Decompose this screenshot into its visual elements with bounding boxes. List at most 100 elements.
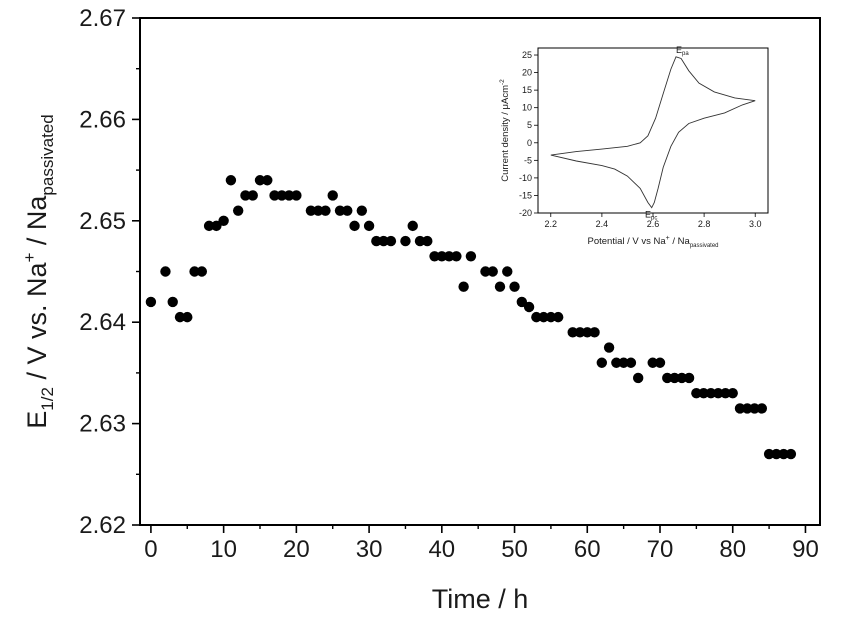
- main-y-tick-label: 2.63: [79, 411, 126, 438]
- data-point: [327, 190, 338, 201]
- main-x-tick-label: 10: [210, 536, 237, 563]
- main-x-tick-label: 80: [719, 536, 746, 563]
- inset-y-tick-label: 15: [522, 85, 532, 95]
- main-y-tick-label: 2.67: [79, 5, 126, 32]
- inset-y-tick-label: -20: [519, 208, 532, 218]
- inset-x-tick-label: 2.6: [647, 219, 660, 229]
- data-point: [182, 311, 193, 323]
- data-point: [218, 215, 229, 226]
- inset-y-tick-label: -10: [519, 173, 532, 183]
- inset-y-axis: -20 -15 -10 -5 0 5 10 15 20 25: [519, 50, 538, 218]
- data-point: [414, 235, 426, 247]
- data-point: [407, 220, 418, 232]
- data-point: [254, 175, 266, 186]
- inset-y-tick-label: 5: [527, 120, 532, 130]
- data-point: [196, 266, 208, 277]
- data-point: [494, 281, 506, 292]
- data-point: [742, 403, 753, 414]
- data-point: [720, 387, 731, 399]
- data-point: [509, 281, 520, 292]
- inset-chart: 2.2 2.4 2.6 2.8 3.0 -20 -15 -10 -5 0 5 10 15 20 25 Ep…: [499, 45, 769, 249]
- main-y-tick-label: 2.62: [79, 512, 126, 539]
- data-point: [647, 357, 658, 368]
- data-point: [458, 281, 469, 292]
- main-x-tick-label: 40: [428, 536, 455, 563]
- data-point: [669, 372, 680, 384]
- data-point: [698, 387, 709, 399]
- data-point: [625, 357, 637, 368]
- data-point: [211, 220, 222, 232]
- inset-x-title-tail: / Na: [670, 236, 691, 247]
- data-point: [552, 311, 564, 323]
- data-point: [145, 296, 157, 308]
- data-point: [545, 311, 557, 323]
- data-point: [596, 357, 608, 368]
- data-point: [574, 327, 586, 338]
- data-point: [240, 190, 251, 201]
- data-point: [349, 220, 360, 232]
- inset-plot-frame: [537, 47, 769, 214]
- inset-y-tick-label: -15: [519, 190, 532, 200]
- main-y-axis: 2.62 2.63 2.64 2.65 2.66 2.67: [79, 5, 140, 539]
- inset-y-title-main: Current density / μAcm: [500, 85, 511, 182]
- data-point: [611, 357, 622, 368]
- main-x-axis: 0 10 20 30 40 50 60 70 80 90: [144, 525, 819, 563]
- data-point: [291, 190, 302, 201]
- inset-y-axis-title: Current density / μAcm-2: [499, 79, 511, 182]
- inset-y-tick-label: 0: [527, 138, 532, 148]
- main-x-tick-label: 60: [574, 536, 601, 563]
- inset-x-tick-label: 2.4: [596, 219, 609, 229]
- inset-peak-label: Epa: [676, 45, 689, 57]
- data-point: [334, 205, 346, 216]
- data-point: [756, 403, 768, 414]
- data-point: [487, 266, 498, 277]
- data-point: [502, 266, 513, 277]
- main-y-title-mid: / V vs. Na: [22, 262, 52, 388]
- data-point: [305, 205, 317, 216]
- data-point: [589, 327, 600, 338]
- data-point: [567, 327, 578, 338]
- data-point: [778, 448, 789, 460]
- data-point: [654, 357, 666, 368]
- main-y-title-e: E: [22, 411, 52, 429]
- data-point: [385, 235, 397, 247]
- data-point: [371, 235, 382, 247]
- main-x-tick-label: 20: [283, 536, 310, 563]
- inset-x-title-main: Potential / V vs Na: [588, 236, 667, 247]
- data-point: [727, 387, 738, 399]
- data-point: [247, 190, 258, 201]
- data-point: [516, 296, 528, 308]
- main-y-axis-title: E1/2 / V vs. Na+ / Napassivated: [20, 114, 57, 428]
- data-point: [356, 205, 368, 216]
- main-x-tick-label: 50: [501, 536, 528, 563]
- inset-y-tick-label: -5: [524, 155, 532, 165]
- main-y-title-sub2: passivated: [38, 114, 57, 195]
- data-point: [749, 403, 760, 414]
- data-point: [189, 266, 200, 277]
- data-point: [276, 190, 288, 201]
- data-point: [676, 372, 688, 384]
- inset-cv-curve: [550, 56, 756, 209]
- data-point: [662, 372, 673, 384]
- data-point: [451, 251, 462, 262]
- data-point: [785, 448, 797, 460]
- data-point: [400, 235, 411, 247]
- data-point: [480, 266, 491, 277]
- data-point: [225, 175, 237, 186]
- data-point: [203, 220, 215, 232]
- data-point: [443, 251, 455, 262]
- main-x-tick-label: 30: [356, 536, 383, 563]
- data-point: [705, 387, 717, 399]
- data-point: [734, 403, 746, 414]
- data-point: [363, 220, 375, 232]
- inset-x-title-sup: +: [666, 235, 670, 242]
- inset-annotations: Epa Epc: [645, 45, 689, 222]
- inset-x-tick-label: 3.0: [749, 219, 762, 229]
- main-chart: 0 10 20 30 40 50 60 70 80 90 2.622.632.642.652.66…: [20, 5, 821, 614]
- data-point: [232, 205, 244, 216]
- data-point: [712, 387, 724, 399]
- main-y-tick-label: 2.65: [79, 208, 126, 235]
- main-y-tick-label: 2.64: [79, 309, 126, 336]
- data-point: [538, 311, 549, 323]
